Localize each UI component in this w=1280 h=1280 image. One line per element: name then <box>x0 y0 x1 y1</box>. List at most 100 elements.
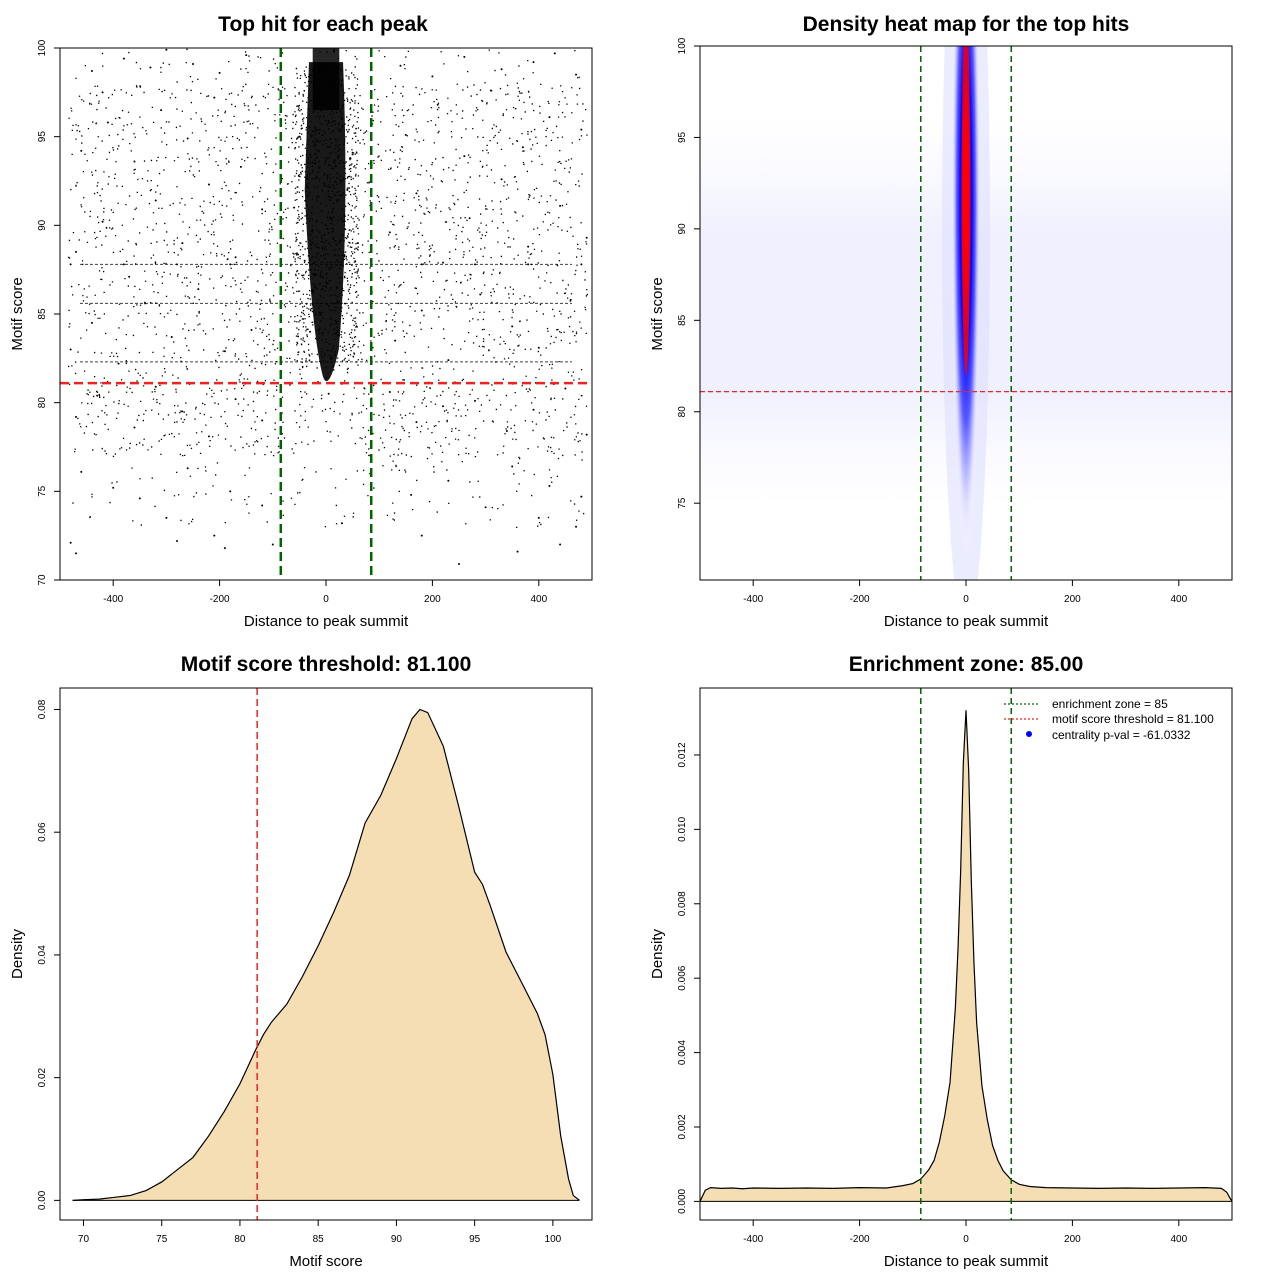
heatmap-y-tick-label: 80 <box>677 406 688 418</box>
score-density-y-label: Density <box>9 928 26 979</box>
score-density-y-tick-label: 0.08 <box>37 699 48 719</box>
scatter-point <box>80 149 83 152</box>
scatter-y-tick-label: 100 <box>37 39 48 56</box>
scatter-point <box>532 408 535 411</box>
scatter-point <box>165 48 168 51</box>
enrichment-panel: Enrichment zone: 85.00 -400 -200 0 200 400 0… <box>649 653 1233 1270</box>
scatter-point <box>271 543 274 546</box>
score-density-x-tick-label: 70 <box>78 1234 90 1245</box>
enrichment-y-tick-label: 0.006 <box>677 965 688 990</box>
scatter-point <box>548 116 551 119</box>
scatter-y-label: Motif score <box>9 277 26 350</box>
scatter-y-tick-label: 90 <box>37 219 48 231</box>
score-density-frame <box>59 687 593 1221</box>
scatter-point <box>473 399 476 402</box>
scatter-point <box>112 486 115 489</box>
scatter-point <box>500 178 503 181</box>
enrichment-x-label: Distance to peak summit <box>884 1253 1049 1270</box>
enrichment-y-tick-label: 0.004 <box>677 1040 688 1065</box>
scatter-point <box>585 433 588 436</box>
legend-centrality-dot <box>1026 731 1032 737</box>
scatter-point <box>165 516 168 519</box>
scatter-point <box>325 224 327 227</box>
scatter-point <box>192 62 194 65</box>
heatmap-x-tick-label: 0 <box>963 594 969 605</box>
score-density-x-tick-label: 85 <box>313 1234 325 1245</box>
scatter-point <box>415 192 418 195</box>
heatmap-y-tick-label: 100 <box>677 37 688 54</box>
scatter-point <box>442 405 445 408</box>
score-density-x-tick-label: 95 <box>469 1234 481 1245</box>
heatmap-x-tick-label: 400 <box>1170 594 1187 605</box>
scatter-point <box>223 350 226 353</box>
scatter-point <box>101 220 104 223</box>
scatter-point <box>234 256 237 259</box>
scatter-point <box>181 410 184 413</box>
scatter-point <box>569 298 572 301</box>
scatter-point <box>489 89 492 92</box>
scatter-point <box>229 490 232 493</box>
scatter-point <box>553 52 556 55</box>
score-density-y-tick-label: 0.06 <box>37 822 48 842</box>
enrichment-y-tick-label: 0.008 <box>677 891 688 916</box>
scatter-point <box>218 71 221 74</box>
scatter-y-tick-label: 95 <box>37 131 48 143</box>
scatter-point <box>505 430 508 433</box>
scatter-point <box>537 346 540 349</box>
scatter-x-ticks: -400 -200 0 200 400 <box>103 580 548 605</box>
scatter-point <box>69 541 72 544</box>
enrichment-y-tick-label: 0.000 <box>677 1188 688 1213</box>
scatter-point <box>463 55 466 58</box>
scatter-point <box>394 339 397 342</box>
scatter-x-tick-label: -400 <box>103 594 123 605</box>
scatter-panel: Top hit for each peak -400 -200 0 200 400 70… <box>9 13 593 630</box>
scatter-point <box>133 160 136 163</box>
heatmap-y-tick-label: 75 <box>677 497 688 509</box>
score-density-curve <box>72 708 580 1201</box>
scatter-x-label: Distance to peak summit <box>244 613 409 630</box>
heatmap-x-tick-label: 200 <box>1064 594 1081 605</box>
score-density-x-tick-label: 80 <box>234 1234 246 1245</box>
scatter-point <box>234 398 237 401</box>
scatter-point <box>351 153 354 156</box>
heatmap-y-tick-label: 90 <box>677 223 688 235</box>
enrichment-x-tick-label: -400 <box>743 1234 763 1245</box>
enrichment-x-tick-label: 400 <box>1170 1234 1187 1245</box>
legend-threshold-label: motif score threshold = 81.100 <box>1052 712 1214 726</box>
heatmap-title: Density heat map for the top hits <box>803 13 1130 36</box>
score-density-x-tick-label: 75 <box>156 1234 168 1245</box>
scatter-point <box>213 534 216 537</box>
scatter-point <box>293 206 296 209</box>
legend-zone-label: enrichment zone = 85 <box>1052 697 1168 711</box>
scatter-point <box>229 263 232 266</box>
heatmap-y-tick-label: 85 <box>677 314 688 326</box>
score-density-x-tick-label: 90 <box>391 1234 403 1245</box>
scatter-point <box>511 325 514 328</box>
score-density-y-tick-label: 0.02 <box>37 1067 48 1087</box>
scatter-point <box>335 286 338 289</box>
scatter-point <box>314 162 317 165</box>
scatter-point <box>527 263 530 266</box>
heatmap-x-ticks: -400 -200 0 200 400 <box>743 580 1188 605</box>
scatter-x-tick-label: 400 <box>530 594 547 605</box>
scatter-point <box>319 64 322 67</box>
scatter-point <box>317 100 320 103</box>
heatmap-density <box>700 46 1232 580</box>
scatter-x-tick-label: 0 <box>323 594 329 605</box>
scatter-y-tick-label: 85 <box>37 308 48 320</box>
scatter-point <box>575 525 578 528</box>
enrichment-density-curve <box>700 710 1232 1202</box>
scatter-point <box>484 506 487 509</box>
scatter-point <box>74 415 77 418</box>
scatter-point <box>420 534 423 537</box>
scatter-point <box>80 470 83 473</box>
scatter-point <box>388 391 391 394</box>
scatter-point <box>170 336 173 339</box>
scatter-point <box>74 552 77 555</box>
scatter-point <box>239 165 242 168</box>
scatter-point <box>138 497 141 500</box>
scatter-point <box>575 73 578 76</box>
score-density-y-tick-label: 0.04 <box>37 945 48 965</box>
score-density-y-ticks: 0.00 0.02 0.04 0.06 0.08 <box>37 699 60 1210</box>
